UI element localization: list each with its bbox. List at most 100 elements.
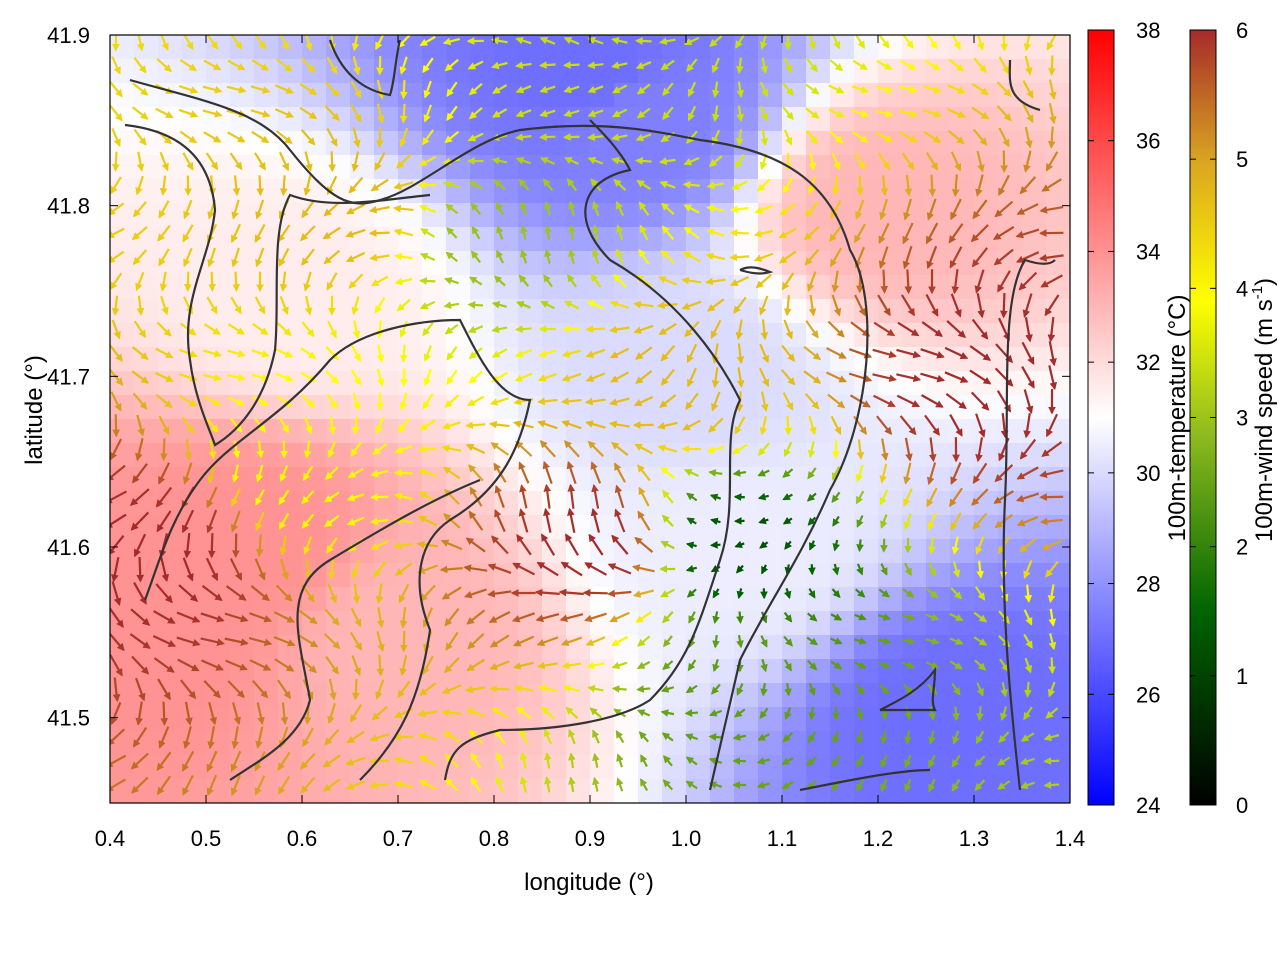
temperature-cell (566, 731, 591, 756)
temperature-cell (662, 707, 687, 732)
temperature-cell (902, 539, 927, 564)
temperature-cell (278, 563, 303, 588)
temperature-cell (902, 635, 927, 660)
temperature-cell (686, 275, 711, 300)
temperature-cell (614, 227, 639, 252)
temperature-cell (758, 659, 783, 684)
temperature-cell (110, 275, 135, 300)
temperature-cell (710, 275, 735, 300)
temperature-cell (998, 491, 1023, 516)
temperature-cell (302, 731, 327, 756)
temperature-cell (374, 563, 399, 588)
temperature-cell (542, 35, 567, 60)
temperature-cell (782, 35, 807, 60)
temperature-cell (686, 443, 711, 468)
temperature-cell (998, 587, 1023, 612)
temperature-colorbar-gradient (1087, 29, 1115, 806)
temperature-cell (734, 467, 759, 492)
temperature-cell (590, 779, 615, 803)
temperature-cell (254, 275, 279, 300)
temperature-cell (470, 659, 495, 684)
temperature-cell (686, 131, 711, 156)
temperature-cell (398, 107, 423, 132)
wind-arrow (999, 293, 1008, 319)
temperature-cell (710, 659, 735, 684)
temperature-cell (182, 755, 207, 780)
temperature-cell (326, 419, 351, 444)
temperature-cell (518, 755, 543, 780)
temperature-cell (350, 443, 375, 468)
temperature-cell (710, 155, 735, 180)
temperature-cell (278, 491, 303, 516)
temperature-cell (134, 203, 159, 228)
temperature-cell (950, 155, 975, 180)
temperature-cell (662, 179, 687, 204)
temperature-cell (278, 299, 303, 324)
temperature-cell (878, 107, 903, 132)
wind-arrow (376, 127, 384, 149)
temperature-cell (878, 731, 903, 756)
temperature-cell (998, 155, 1023, 180)
temperature-cell (398, 371, 423, 396)
temperature-cell (1046, 299, 1070, 324)
temperature-cell (878, 275, 903, 300)
temperature-colorbar-title: 100m-temperature (°C) (1164, 294, 1191, 541)
temperature-cell (350, 683, 375, 708)
temperature-cell (518, 35, 543, 60)
temperature-cell (494, 107, 519, 132)
temperature-cell (590, 59, 615, 84)
temperature-cell (854, 779, 879, 803)
temperature-cell (278, 755, 303, 780)
temperature-cell (1022, 707, 1047, 732)
temperature-cell (566, 395, 591, 420)
temperature-cell (110, 755, 135, 780)
temperature-cell (182, 347, 207, 372)
temperature-cell (710, 83, 735, 108)
temperature-cell (710, 587, 735, 612)
temperature-cell (950, 83, 975, 108)
temperature-cell (614, 635, 639, 660)
wind-arrow (585, 325, 606, 333)
temperature-cell (1022, 131, 1047, 156)
temperature-cell (758, 59, 783, 84)
wind-arrow (684, 709, 699, 717)
temperature-cell (134, 683, 159, 708)
temperature-cell (206, 707, 231, 732)
temperature-cell (926, 371, 951, 396)
temperature-cell (422, 587, 447, 612)
temperature-cell (854, 563, 879, 588)
temperature-cell (134, 227, 159, 252)
temperature-cell (902, 755, 927, 780)
temperature-cell (998, 203, 1023, 228)
temperature-cell (614, 515, 639, 540)
temperature-cell (782, 227, 807, 252)
temperature-cell (566, 227, 591, 252)
temperature-cell (758, 275, 783, 300)
temperature-cell (878, 755, 903, 780)
temperature-cell (782, 251, 807, 276)
temperature-cell (278, 443, 303, 468)
temperature-cell (518, 131, 543, 156)
temperature-cell (374, 155, 399, 180)
temperature-cell (686, 563, 711, 588)
temperature-cell (254, 635, 279, 660)
temperature-cell (974, 467, 999, 492)
temperature-cell (998, 227, 1023, 252)
temperature-cell (566, 779, 591, 803)
temperature-cell (446, 659, 471, 684)
temperature-cell (710, 467, 735, 492)
wind-arrow (400, 368, 408, 387)
temperature-cell (950, 755, 975, 780)
temperature-cell (158, 179, 183, 204)
temperature-cell (158, 299, 183, 324)
wind-arrow (489, 685, 510, 693)
temperature-cell (614, 419, 639, 444)
temperature-cell (518, 227, 543, 252)
temperature-cell (542, 731, 567, 756)
temperature-cell (638, 155, 663, 180)
temperature-cell (158, 35, 183, 60)
temperature-cell (662, 371, 687, 396)
temperature-cell (1046, 443, 1070, 468)
temperature-cell (614, 35, 639, 60)
colorbar-tick-label: 34 (1136, 239, 1160, 264)
